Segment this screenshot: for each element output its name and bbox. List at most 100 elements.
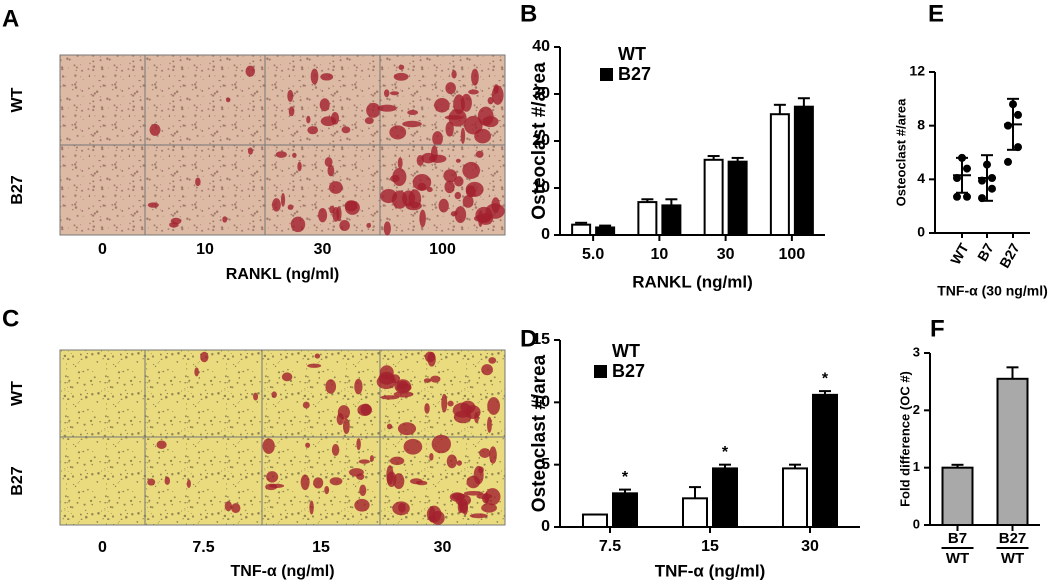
osteoclast-stain <box>271 391 277 399</box>
osteoclast-stain <box>164 476 171 485</box>
y-tick-label: 0 <box>541 518 550 535</box>
osteoclast-stain <box>454 206 467 224</box>
osteoclast-stain <box>474 411 479 424</box>
osteoclast-stain <box>231 503 241 514</box>
data-point <box>953 192 961 201</box>
osteoclast-stain <box>394 379 412 394</box>
bar <box>571 223 592 237</box>
osteoclast-stain <box>222 216 228 223</box>
bar <box>782 467 808 529</box>
data-point <box>963 164 971 173</box>
photo-cell <box>59 54 146 146</box>
legend-swatch <box>594 345 607 358</box>
osteoclast-stain <box>397 157 403 169</box>
osteoclast-stain <box>358 459 370 464</box>
photo-cell <box>144 54 266 146</box>
osteoclast-stain <box>487 96 494 105</box>
osteoclast-stain <box>453 410 472 424</box>
row-label: B27 <box>9 466 26 495</box>
osteoclast-stain <box>428 506 436 523</box>
osteoclast-stain <box>247 147 253 155</box>
x-tick-label: 15 <box>701 538 719 555</box>
osteoclast-stain <box>339 219 350 232</box>
panel-letter: C <box>2 305 19 332</box>
osteoclast-stain <box>416 154 424 166</box>
x-tick-label: WT <box>946 550 969 567</box>
osteoclast-stain <box>262 438 275 454</box>
osteoclast-stain <box>287 89 294 102</box>
x-tick-label: B27 <box>996 240 1023 270</box>
osteoclast-stain <box>313 477 324 489</box>
osteoclast-stain <box>324 157 333 167</box>
column-label: 30 <box>314 241 332 258</box>
osteoclast-stain <box>434 97 450 113</box>
y-tick-label: 1 <box>913 459 920 474</box>
osteoclast-stain <box>493 84 499 94</box>
y-tick-label: 20 <box>532 132 550 149</box>
panel-letter: A <box>2 5 19 32</box>
osteoclast-stain <box>466 475 481 489</box>
osteoclast-stain <box>147 202 159 208</box>
legend-swatch <box>594 365 607 378</box>
osteoclast-stain <box>156 440 167 450</box>
legend-label: WT <box>612 341 640 361</box>
osteoclast-stain <box>383 89 390 98</box>
row-label: WT <box>9 87 26 112</box>
osteoclast-stain <box>430 375 441 383</box>
osteoclast-stain <box>448 109 467 127</box>
osteoclast-stain <box>307 363 322 368</box>
osteoclast-stain <box>462 161 481 179</box>
osteoclast-stain <box>402 120 422 128</box>
osteoclast-stain <box>463 490 484 496</box>
osteoclast-stain <box>376 374 397 390</box>
osteoclast-stain <box>391 190 408 209</box>
bar <box>941 466 974 526</box>
column-label: 100 <box>429 241 456 258</box>
osteoclast-stain <box>309 500 314 515</box>
bar <box>703 158 724 236</box>
x-tick-label: WT <box>1001 550 1024 567</box>
y-tick-label: 12 <box>909 63 925 79</box>
x-tick-label: B7 <box>974 240 997 264</box>
osteoclast-stain <box>297 161 302 172</box>
legend-swatch <box>600 48 613 61</box>
osteoclast-stain <box>423 378 432 383</box>
osteoclast-stain <box>292 152 297 158</box>
osteoclast-stain <box>366 223 372 228</box>
osteoclast-stain <box>451 70 457 79</box>
osteoclast-stain <box>149 123 161 136</box>
row-label: WT <box>9 381 26 406</box>
y-tick-label: 5 <box>541 456 550 473</box>
osteoclast-stain <box>427 352 436 367</box>
column-label: 0 <box>98 241 107 258</box>
osteoclast-stain <box>445 82 456 95</box>
bar <box>661 204 682 236</box>
y-tick-label: 0 <box>541 226 550 243</box>
osteoclast-stain <box>344 200 360 215</box>
osteoclast-stain <box>471 68 479 86</box>
osteoclast-stain <box>318 207 328 223</box>
osteoclast-stain <box>447 400 454 407</box>
osteoclast-stain <box>454 176 464 187</box>
osteoclast-stain <box>445 121 454 137</box>
osteoclast-stain <box>147 478 156 486</box>
osteoclast-stain <box>271 198 281 212</box>
osteoclast-stain <box>302 401 310 409</box>
osteoclast-stain <box>275 151 288 158</box>
osteoclast-stain <box>319 98 330 112</box>
osteoclast-stain <box>337 405 350 420</box>
osteoclast-stain <box>194 367 199 377</box>
column-label: 7.5 <box>192 539 214 556</box>
data-point <box>963 192 971 201</box>
osteoclast-stain <box>412 174 432 191</box>
osteoclast-stain <box>325 379 337 394</box>
osteoclast-stain <box>393 391 414 398</box>
osteoclast-stain <box>354 378 363 395</box>
column-label: 15 <box>312 539 330 556</box>
photo-cell <box>59 144 146 236</box>
bar <box>712 467 738 529</box>
osteoclast-stain <box>366 102 381 118</box>
data-point <box>988 184 996 193</box>
osteoclast-stain <box>416 480 428 486</box>
